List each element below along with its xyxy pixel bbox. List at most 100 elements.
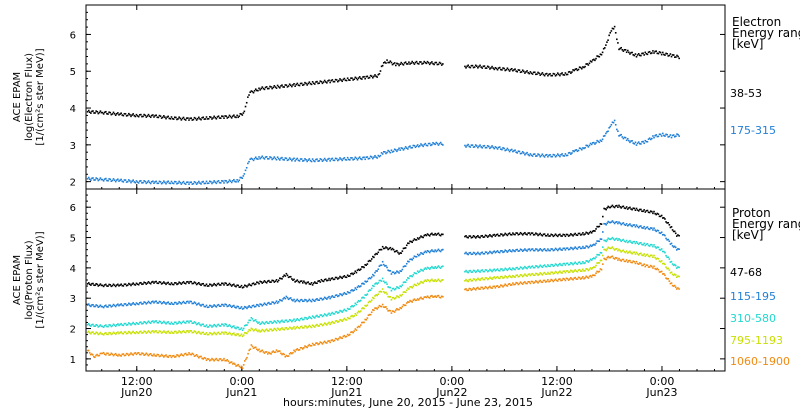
data-point [420, 252, 422, 254]
data-point [175, 116, 177, 119]
data-point [467, 143, 469, 146]
data-point [345, 276, 348, 279]
data-point [94, 356, 96, 359]
data-point [329, 279, 331, 282]
data-point [478, 65, 480, 68]
data-point [543, 74, 546, 77]
data-point [540, 73, 543, 75]
data-point [492, 269, 494, 271]
data-point [339, 318, 341, 321]
data-point [403, 291, 406, 293]
data-point [247, 96, 249, 98]
data-point [436, 233, 439, 235]
data-point [273, 302, 276, 305]
data-point [140, 281, 142, 284]
data-point [141, 182, 143, 184]
data-point [128, 330, 130, 333]
data-point [391, 151, 394, 153]
data-point [533, 274, 536, 276]
data-point [430, 62, 432, 64]
data-point [173, 116, 176, 119]
data-point [386, 293, 388, 295]
data-point [149, 282, 152, 285]
data-point [663, 250, 665, 253]
data-point [658, 271, 661, 273]
data-point [332, 296, 335, 298]
data-point [518, 69, 521, 71]
data-point [366, 156, 369, 158]
data-point [503, 276, 505, 279]
data-point [608, 127, 610, 129]
data-point [295, 83, 298, 86]
data-point [517, 268, 520, 270]
y-tick-label: 5 [70, 234, 76, 245]
data-point [340, 310, 342, 312]
data-point [299, 158, 302, 160]
data-point [350, 289, 352, 292]
data-point [353, 304, 356, 307]
data-point [231, 325, 234, 328]
data-point [358, 156, 361, 158]
data-point [520, 232, 523, 235]
data-point [253, 89, 256, 92]
data-point [177, 182, 179, 184]
data-point [198, 180, 200, 183]
data-point [203, 284, 206, 287]
data-point [377, 73, 380, 76]
data-point [671, 54, 674, 56]
data-point [548, 249, 550, 252]
data-point [417, 283, 420, 286]
data-point [490, 251, 492, 254]
data-point [536, 281, 538, 283]
data-point [363, 75, 365, 78]
data-point [479, 144, 481, 146]
data-point [543, 248, 546, 250]
data-point [361, 282, 363, 285]
data-point [250, 284, 253, 287]
data-point [481, 286, 484, 289]
data-point [516, 274, 519, 276]
data-point [432, 296, 434, 298]
data-point [322, 314, 325, 317]
data-point [90, 353, 93, 355]
data-point [653, 265, 655, 268]
data-point [398, 253, 400, 255]
data-point [238, 335, 241, 337]
data-point [571, 233, 573, 236]
data-point [544, 234, 547, 237]
data-point [419, 61, 421, 63]
data-point [161, 282, 164, 285]
data-point [181, 301, 184, 304]
data-point [357, 77, 360, 79]
data-point [333, 322, 336, 324]
data-point [103, 284, 106, 286]
data-point [379, 264, 382, 267]
x-tick-label-time: 0:00 [229, 375, 254, 388]
data-point [386, 266, 388, 269]
data-point [349, 308, 351, 310]
data-point [655, 268, 658, 271]
data-point [516, 152, 519, 154]
data-point [144, 330, 147, 333]
data-point [275, 279, 278, 281]
data-point [361, 321, 363, 324]
data-point [505, 275, 508, 278]
data-point [291, 85, 293, 88]
data-point [146, 282, 149, 284]
data-point [150, 114, 153, 117]
x-tick-label-time: 12:00 [121, 375, 153, 388]
data-point [400, 285, 403, 288]
data-point [356, 326, 359, 329]
data-point [380, 248, 383, 251]
data-point [437, 232, 440, 235]
data-point [344, 158, 347, 161]
data-point [414, 61, 417, 64]
data-point [629, 223, 631, 225]
data-point [570, 269, 572, 272]
data-point [370, 299, 373, 301]
data-point [260, 281, 263, 283]
data-point [623, 207, 626, 209]
data-point [190, 280, 192, 283]
data-point [244, 169, 247, 172]
data-point [603, 134, 606, 137]
